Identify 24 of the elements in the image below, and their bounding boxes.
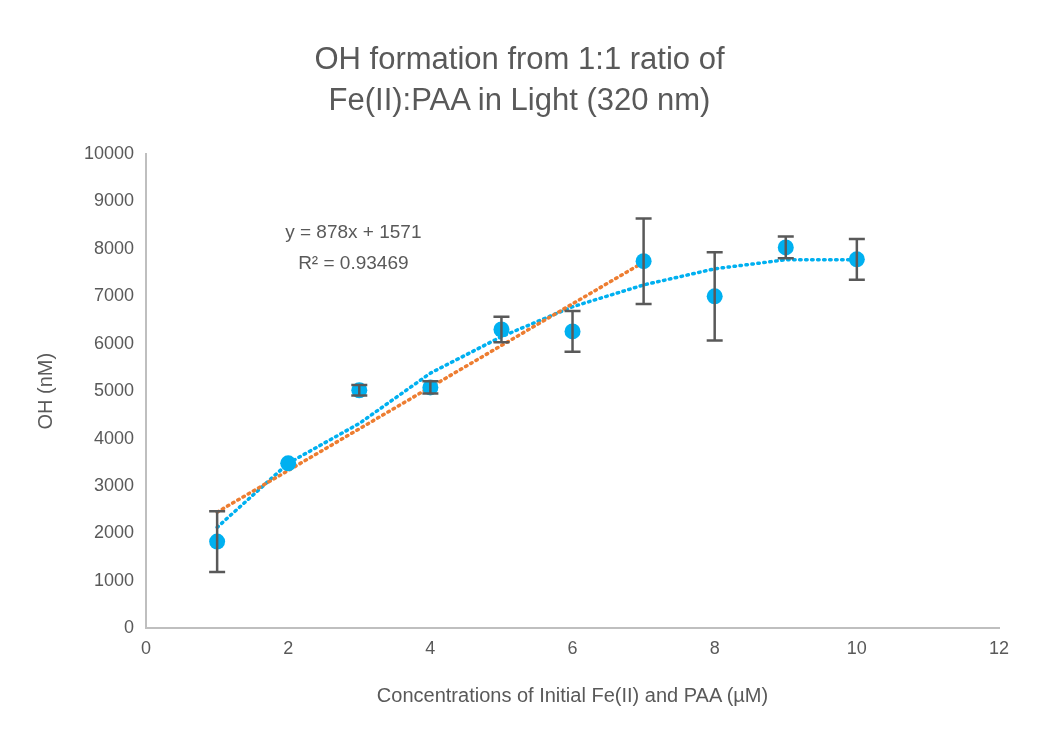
y-tick-label: 5000 [94, 380, 135, 401]
y-tick-label: 3000 [94, 475, 135, 496]
x-tick-label: 10 [846, 638, 867, 659]
x-tick-label: 4 [425, 638, 436, 659]
y-tick-label: 8000 [94, 237, 135, 258]
x-tick-label: 0 [141, 638, 152, 659]
y-tick-label: 4000 [94, 427, 135, 448]
chart-title: OH formation from 1:1 ratio of Fe(II):PAA in Light (320 nm) [313, 40, 726, 119]
x-tick-label: 8 [709, 638, 720, 659]
y-tick-label: 7000 [94, 285, 135, 306]
y-tick-label: 10000 [83, 142, 135, 163]
x-tick-label: 2 [283, 638, 294, 659]
annotation: R² = 0.93469 [298, 251, 409, 273]
y-tick-label: 1000 [94, 569, 135, 590]
x-tick-label: 12 [988, 638, 1010, 659]
y-tick-label: 0 [124, 617, 135, 638]
annotation: y = 878x + 1571 [285, 220, 422, 242]
y-tick-label: 9000 [94, 190, 135, 211]
x-axis-title: Concentrations of Initial Fe(II) and PAA (µM) [376, 683, 769, 706]
x-tick-label: 6 [567, 638, 578, 659]
y-tick-label: 2000 [94, 522, 135, 543]
y-axis-title: OH (nM) [33, 352, 56, 430]
y-tick-label: 6000 [94, 332, 135, 353]
point [280, 455, 297, 472]
